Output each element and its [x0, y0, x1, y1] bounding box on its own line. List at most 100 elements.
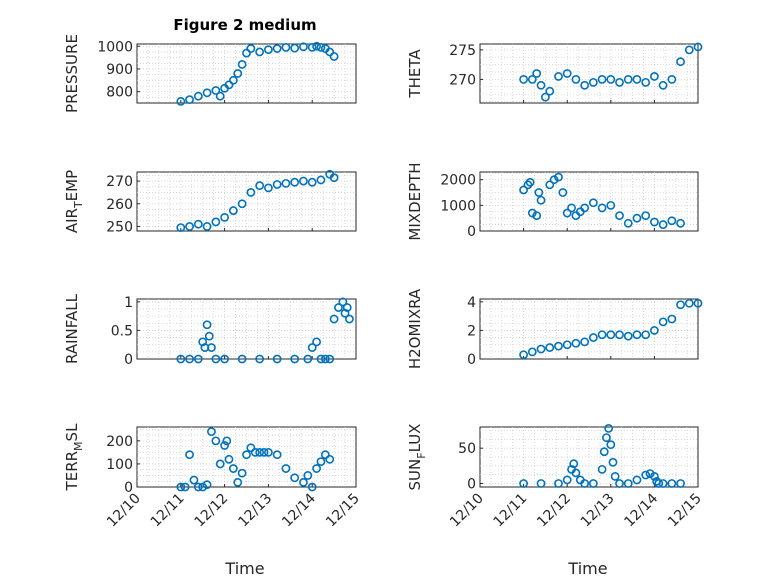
y-tick-label: 200	[106, 434, 133, 450]
data-point	[207, 343, 216, 352]
data-point	[222, 436, 232, 446]
data-point	[599, 447, 609, 457]
data-point	[632, 75, 642, 84]
data-point	[658, 80, 668, 90]
y-tick-label: 0	[467, 352, 476, 368]
data-point	[224, 80, 234, 90]
data-point	[527, 347, 537, 357]
data-point	[299, 477, 308, 487]
data-point	[597, 203, 607, 213]
data-point	[658, 220, 668, 229]
data-point	[545, 86, 555, 96]
data-point	[202, 320, 212, 330]
y-tick-label: 0	[467, 224, 476, 240]
data-point	[224, 454, 234, 464]
y-tick-label: 1000	[97, 39, 133, 55]
data-point	[693, 298, 703, 308]
data-point	[519, 75, 528, 84]
data-point	[246, 44, 256, 53]
y-tick-label: 0	[124, 480, 133, 496]
data-point	[316, 175, 326, 185]
data-point	[204, 331, 214, 341]
data-point	[527, 75, 537, 84]
data-point	[220, 354, 229, 364]
data-point	[641, 470, 651, 480]
data-point	[658, 317, 668, 327]
data-point	[693, 42, 703, 52]
subplot-sun_flux: 0 50 12/10 12/11 12/12 12/13 12/14 12/15 SUNFLUX	[406, 424, 705, 531]
data-point	[597, 330, 607, 340]
data-point	[519, 479, 528, 488]
y-tick-label: 900	[106, 62, 133, 78]
data-point	[650, 472, 659, 481]
data-point	[338, 297, 348, 307]
data-point	[623, 218, 633, 228]
data-point	[307, 43, 317, 52]
subplot-terr_msl: 0 100 200 12/10 12/11 12/12 12/13 12/14 12/15 TER…	[63, 423, 363, 530]
data-point	[545, 180, 555, 190]
y-axis-label: TERRMSL	[63, 423, 85, 492]
data-point	[604, 424, 614, 433]
data-point	[588, 479, 598, 488]
data-point	[534, 188, 544, 197]
data-point	[650, 72, 659, 81]
data-point	[303, 354, 313, 364]
data-point	[316, 43, 326, 52]
data-point	[588, 333, 598, 342]
data-point	[519, 350, 528, 360]
data-point	[215, 459, 225, 469]
data-point	[176, 223, 186, 232]
data-point	[228, 75, 238, 85]
subplot-mixdepth: 0 1000 2000 MIXDEPTH	[406, 162, 699, 241]
data-point	[290, 473, 300, 483]
y-tick-label: 2000	[440, 173, 476, 189]
x-tick-label: 12/12	[192, 491, 232, 531]
data-point	[641, 211, 651, 221]
data-point	[606, 440, 616, 450]
data-point	[185, 95, 194, 104]
data-point	[193, 354, 203, 364]
data-point	[519, 185, 528, 195]
data-point	[272, 180, 282, 189]
data-point	[233, 477, 243, 487]
data-point	[237, 468, 247, 478]
data-point	[193, 219, 203, 229]
y-tick-label: 0.5	[111, 323, 133, 339]
data-point	[312, 41, 321, 51]
data-point	[606, 330, 616, 340]
data-point	[610, 472, 620, 481]
data-point	[207, 427, 216, 437]
data-point	[233, 69, 243, 78]
data-point	[541, 92, 550, 102]
data-point	[250, 447, 260, 457]
data-point	[325, 354, 335, 364]
data-point	[246, 188, 256, 197]
data-point	[632, 213, 642, 223]
data-point	[554, 172, 563, 182]
data-point	[597, 75, 607, 84]
data-point	[237, 354, 247, 364]
data-point	[554, 479, 563, 488]
data-point	[255, 47, 265, 57]
data-point	[176, 482, 186, 492]
data-point	[320, 354, 330, 364]
data-point	[608, 457, 618, 467]
figure-title: Figure 2 medium	[173, 16, 316, 34]
data-point	[211, 354, 221, 364]
y-axis-label: RAINFALL	[63, 293, 81, 364]
data-point	[325, 47, 335, 57]
data-point	[602, 433, 611, 442]
data-point	[255, 447, 265, 457]
x-tick-label: 12/11	[148, 491, 188, 531]
data-point	[641, 330, 651, 340]
data-point	[623, 479, 633, 488]
data-point	[558, 188, 568, 197]
data-point	[571, 338, 581, 348]
data-point	[562, 475, 572, 485]
data-point	[667, 479, 677, 488]
data-point	[650, 326, 659, 335]
data-point	[571, 75, 581, 84]
data-point	[615, 77, 624, 87]
data-point	[667, 216, 677, 226]
